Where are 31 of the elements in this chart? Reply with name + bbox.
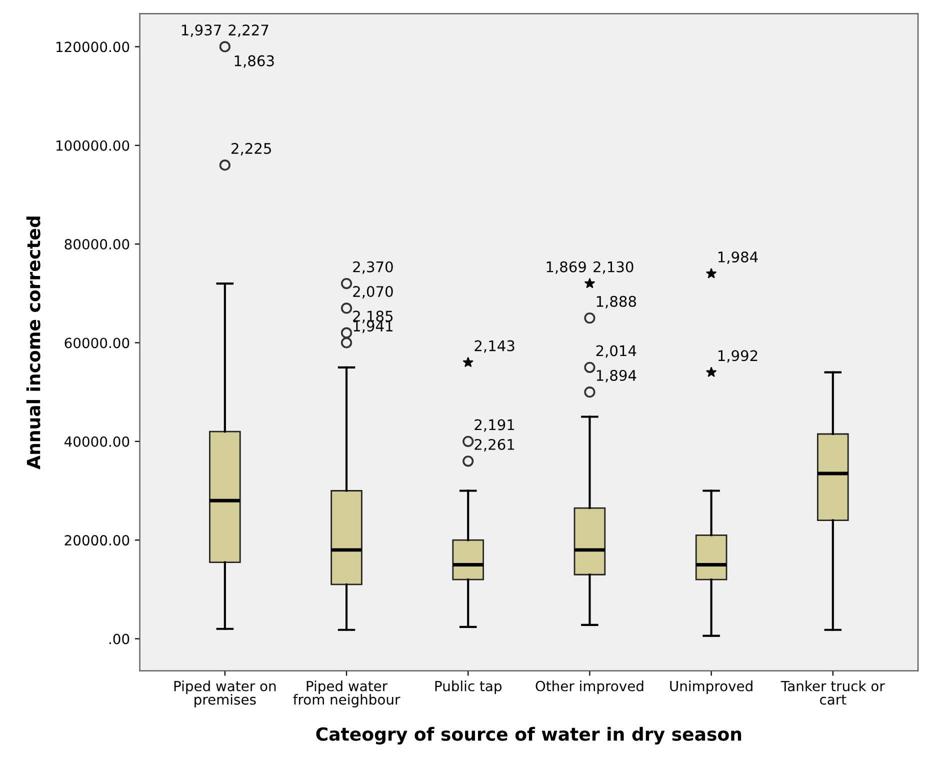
annotation: 2,130 (594, 261, 634, 274)
y-tick-label: .00 (109, 634, 130, 644)
annotation: 1,863 (234, 55, 274, 68)
y-tick-label: 100000.00 (56, 140, 130, 151)
y-axis-title: Annual income corrected (26, 216, 40, 470)
annotation: 1,894 (596, 370, 636, 382)
y-tick-label: 60000.00 (64, 338, 130, 348)
annotation: 2,227 (228, 24, 268, 38)
y-tick-label: 20000.00 (64, 535, 130, 546)
annotation: 1,888 (596, 296, 636, 308)
y-tick-label: 80000.00 (64, 239, 130, 250)
annotation: 1,984 (718, 251, 758, 264)
annotation: 2,191 (474, 419, 514, 432)
x-tick-label: Public tap (435, 680, 502, 694)
x-tick-label: Piped water on premises (174, 680, 276, 708)
annotation: 2,143 (474, 340, 514, 353)
x-axis-title: Cateogry of source of water in dry season (316, 726, 742, 744)
annotation: 2,014 (596, 345, 636, 358)
annotation: 2,261 (474, 438, 514, 452)
annotation: 1,992 (718, 350, 758, 363)
annotation: 1,869 (546, 261, 586, 274)
annotation: 2,225 (232, 142, 271, 156)
x-tick-label: Other improved (536, 680, 644, 694)
annotation: 2,070 (353, 286, 393, 299)
annotation: 1,937 (182, 24, 221, 38)
y-tick-label: 40000.00 (64, 436, 130, 447)
annotation: 2,370 (353, 261, 393, 274)
y-tick-label: 120000.00 (56, 42, 130, 52)
x-tick-label: Tanker truck or cart (780, 680, 885, 705)
x-tick-label: Piped water from neighbour (293, 680, 400, 708)
x-tick-label: Unimproved (670, 680, 752, 694)
